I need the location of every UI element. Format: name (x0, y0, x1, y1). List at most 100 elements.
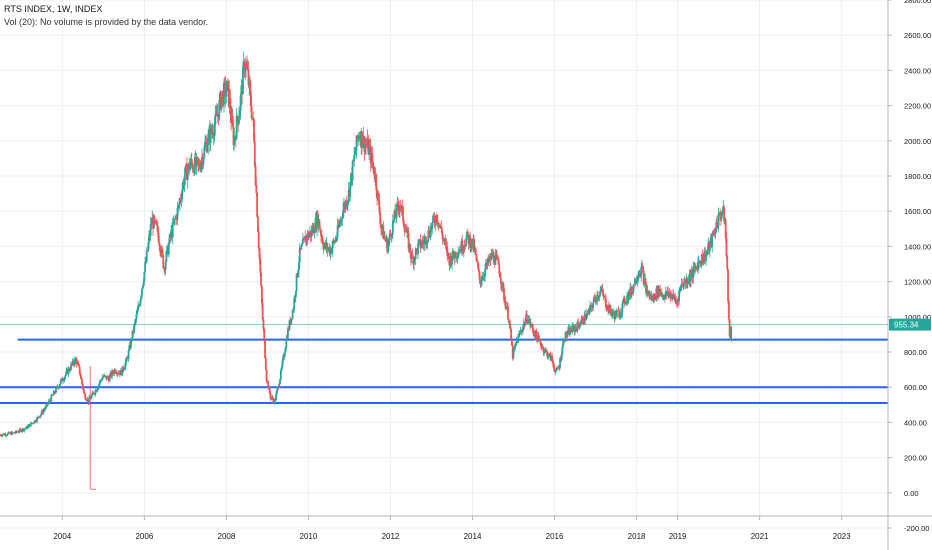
horizontal-levels[interactable] (0, 338, 888, 405)
candle-body (190, 158, 193, 164)
candle-body (258, 248, 261, 259)
candle-body (162, 255, 165, 268)
candle-body (298, 247, 301, 263)
candle-body (6, 434, 8, 436)
candle-body (552, 363, 555, 369)
candle-body (570, 327, 572, 332)
y-tick-label: 1000.00 (904, 313, 931, 322)
candle-body (206, 144, 209, 152)
candle-body (473, 238, 475, 251)
candle-body (604, 296, 606, 298)
y-tick-label: 800.00 (904, 348, 927, 357)
candle-body (250, 106, 253, 119)
candle-body (358, 136, 361, 138)
candle-body (361, 131, 363, 148)
candle-body (103, 375, 106, 377)
candle-body (65, 370, 68, 375)
candle-body (686, 278, 688, 285)
candle-body (687, 280, 690, 283)
candle-body (354, 150, 357, 155)
candle-body (209, 126, 212, 144)
candle-body (225, 91, 228, 97)
candle-body (14, 432, 16, 434)
candle-body (297, 270, 300, 277)
candle-body (375, 174, 378, 191)
candle-body (543, 351, 546, 353)
candle-body (380, 223, 382, 228)
candle-body (667, 290, 669, 296)
candle-body (13, 432, 16, 434)
candle-body (33, 422, 35, 424)
candle-body (379, 212, 382, 224)
candle-body (593, 297, 596, 298)
candle-body (712, 232, 715, 236)
x-tick-label: 2019 (669, 532, 687, 541)
candle-body (552, 360, 554, 364)
candle-body (104, 375, 106, 377)
candle-body (397, 203, 400, 208)
candle-body (77, 362, 79, 365)
candle-body (504, 301, 507, 309)
candle-body (428, 230, 430, 237)
candle-body (533, 332, 535, 335)
candle-body (284, 347, 287, 353)
candle-body (414, 248, 417, 259)
candle-body (146, 250, 149, 252)
candle-body (480, 281, 483, 285)
candle-body (342, 210, 345, 218)
candle-body (431, 222, 434, 230)
candle-body (474, 248, 477, 255)
candle-body (55, 387, 57, 393)
candle-body (600, 289, 602, 291)
candle-body (653, 294, 656, 300)
candle-body (433, 218, 436, 224)
candle-body (598, 295, 601, 297)
candle-body (334, 239, 337, 243)
candle-body (440, 226, 443, 233)
candle-body (19, 429, 22, 430)
candle-body (394, 210, 397, 218)
candle-body (507, 318, 510, 323)
candle-body (336, 225, 339, 238)
candle-body (619, 316, 621, 318)
candle-body (94, 390, 97, 395)
candle-body (559, 358, 561, 368)
candle-body (423, 239, 426, 245)
candle-body (18, 429, 21, 432)
candle-body (111, 370, 114, 374)
candle-body (313, 226, 315, 234)
candle-body (496, 254, 498, 258)
y-tick-label: 2400.00 (904, 66, 931, 75)
candle-body (469, 235, 472, 249)
candle-body (44, 408, 46, 410)
candle-body (145, 261, 147, 263)
candle-body (84, 393, 87, 399)
candle-body (451, 260, 453, 265)
candle-body (161, 248, 164, 256)
candle-body (281, 361, 284, 368)
candle-body (318, 219, 321, 229)
candle-body (664, 295, 666, 300)
candle-body (59, 384, 61, 386)
candle-body (181, 189, 184, 199)
candle-body (634, 278, 637, 283)
candle-body (450, 255, 453, 265)
candle-body (481, 280, 483, 282)
candle-body (27, 425, 30, 429)
candle-body (357, 136, 360, 141)
candle-body (213, 125, 216, 137)
candle-body (509, 324, 512, 330)
candle-body (601, 288, 604, 293)
candle-body (582, 323, 585, 325)
candle-body (122, 369, 125, 371)
candle-body (232, 126, 235, 146)
candle-body (419, 239, 422, 248)
candle-body (174, 218, 177, 220)
candle-body (365, 144, 367, 146)
candle-body (407, 233, 410, 250)
candle-body (291, 310, 294, 319)
candle-body (714, 232, 717, 234)
candle-body (244, 68, 247, 72)
